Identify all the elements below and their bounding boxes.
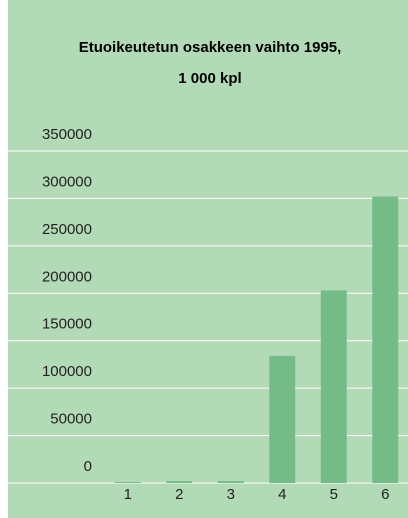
y-tick-label: 100000 [42,363,92,380]
bar [320,290,347,483]
bar [269,355,296,483]
x-tick-label: 2 [175,486,183,503]
y-tick-label: 150000 [42,316,92,333]
chart-title: Etuoikeutetun osakkeen vaihto 1995, [79,39,342,56]
x-tick-label: 3 [227,486,235,503]
bar [166,481,193,483]
bar [372,196,399,483]
y-tick-label: 250000 [42,221,92,238]
y-tick-label: 300000 [42,173,92,190]
y-tick-label: 350000 [42,126,92,143]
x-tick-label: 1 [124,486,132,503]
bar [114,482,141,483]
y-tick-label: 0 [84,458,92,475]
chart-subtitle: 1 000 kpl [178,70,241,87]
x-tick-label: 5 [330,486,338,503]
y-tick-label: 200000 [42,268,92,285]
bar [217,481,244,483]
y-tick-label: 50000 [50,411,92,428]
x-tick-label: 4 [278,486,286,503]
x-tick-label: 6 [381,486,389,503]
